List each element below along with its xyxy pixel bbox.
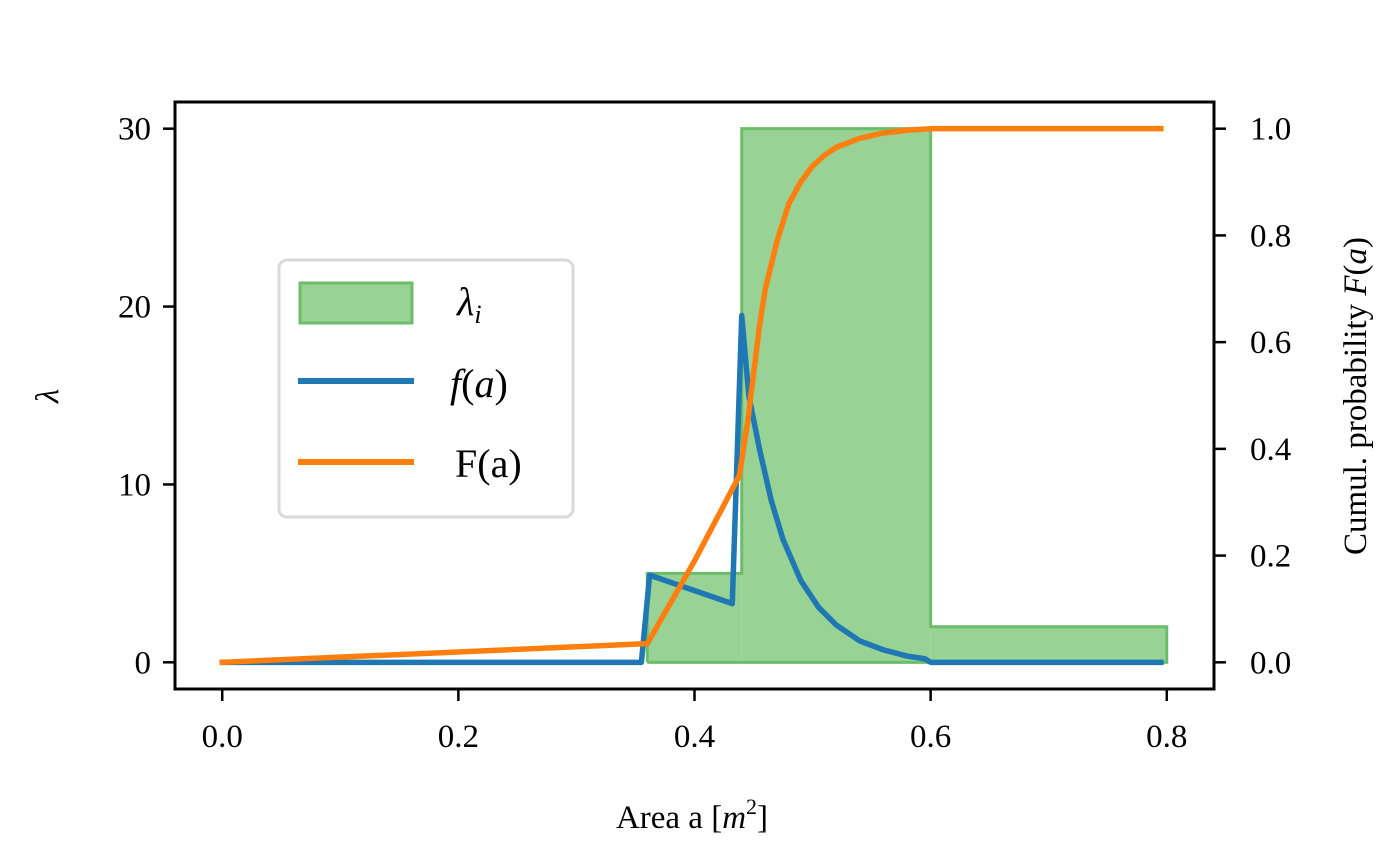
x-tick-label: 0.0 xyxy=(202,719,243,755)
lambda-step-1 xyxy=(741,128,931,663)
x-axis-label: Area a [m2] xyxy=(616,794,768,836)
left-y-tick-label: 10 xyxy=(118,467,151,503)
lambda-step-2 xyxy=(930,626,1167,663)
left-y-axis-label: λ xyxy=(30,389,66,404)
right-y-tick-label: 0.0 xyxy=(1250,645,1291,681)
right-y-tick-label: 0.2 xyxy=(1250,539,1291,575)
legend-label-lambda: λi xyxy=(456,279,482,329)
legend-swatch-lambda xyxy=(298,281,414,325)
x-tick-label: 0.4 xyxy=(674,719,715,755)
x-axis-ticks: 0.0 0.2 0.4 0.6 0.8 xyxy=(202,689,1187,755)
legend-label-F: F(a) xyxy=(455,441,522,486)
right-y-axis-ticks: 0.0 0.2 0.4 0.6 0.8 1.0 xyxy=(1214,112,1291,681)
right-y-axis-label: Cumul. probability F(a) xyxy=(1338,237,1374,555)
right-y-tick-label: 0.4 xyxy=(1250,432,1291,468)
series-line-f xyxy=(219,312,1164,666)
series-line-F xyxy=(219,125,1164,666)
legend-label-f: f(a) xyxy=(450,361,508,406)
right-y-tick-label: 1.0 xyxy=(1250,112,1291,148)
left-y-axis-ticks: 0 10 20 30 xyxy=(118,112,175,681)
right-y-tick-label: 0.8 xyxy=(1250,218,1291,254)
right-y-tick-label: 0.6 xyxy=(1250,325,1291,361)
left-y-tick-label: 30 xyxy=(118,112,151,148)
x-tick-label: 0.6 xyxy=(910,719,951,755)
left-y-tick-label: 0 xyxy=(135,645,152,681)
line-series xyxy=(219,125,1164,666)
left-y-tick-label: 20 xyxy=(118,290,151,326)
x-tick-label: 0.8 xyxy=(1146,719,1187,755)
legend: λi f(a) F(a) xyxy=(277,258,575,519)
x-tick-label: 0.2 xyxy=(438,719,479,755)
